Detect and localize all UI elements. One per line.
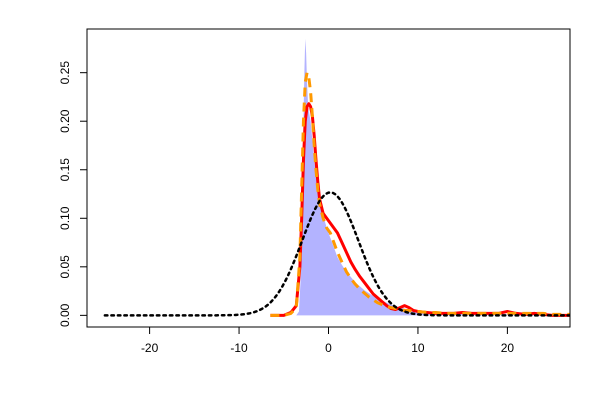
x-tick-label: 20 — [501, 341, 515, 355]
x-tick-label: 0 — [325, 341, 332, 355]
black-dotted-normal-line — [103, 191, 570, 317]
x-tick-label: -20 — [141, 341, 159, 355]
y-axis: 0.00 0.05 0.10 0.15 0.20 0.25 — [58, 61, 88, 327]
orange-dashed-density-line — [270, 71, 570, 317]
y-tick-label: 0.10 — [58, 206, 72, 230]
histogram-density-area — [296, 38, 570, 316]
y-tick-label: 0.25 — [58, 61, 72, 85]
y-tick-label: 0.20 — [58, 109, 72, 133]
x-tick-label: 10 — [411, 341, 425, 355]
y-tick-label: 0.15 — [58, 158, 72, 182]
series-layer — [103, 38, 570, 317]
x-axis: -20 -10 0 10 20 — [141, 326, 515, 355]
y-tick-label: 0.00 — [58, 303, 72, 327]
x-tick-label: -10 — [230, 341, 248, 355]
y-tick-label: 0.05 — [58, 255, 72, 279]
